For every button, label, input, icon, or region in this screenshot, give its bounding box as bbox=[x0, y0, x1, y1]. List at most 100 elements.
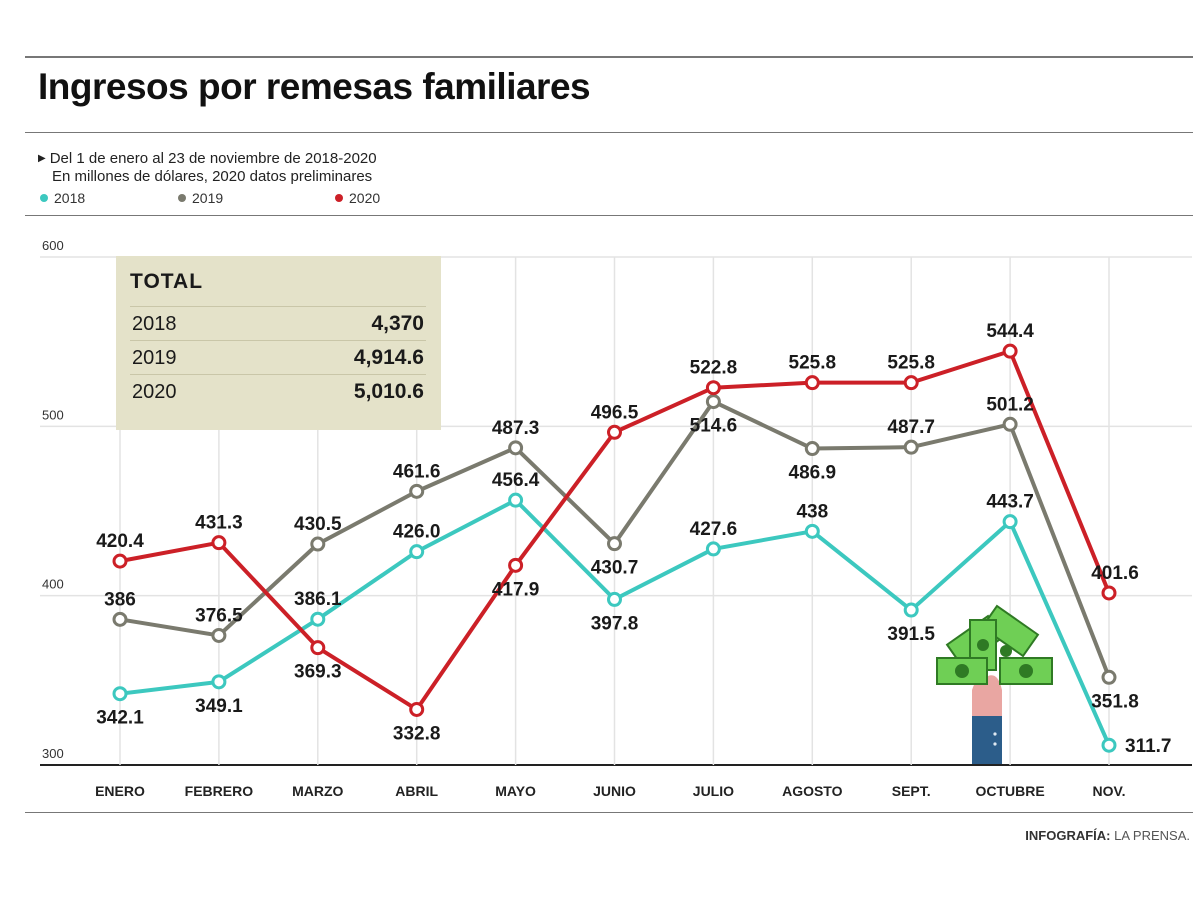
data-label-2020: 369.3 bbox=[294, 662, 342, 683]
data-point-2020 bbox=[310, 640, 326, 656]
credit-bold: INFOGRAFÍA: bbox=[1025, 828, 1111, 843]
data-point-2020 bbox=[1002, 343, 1018, 359]
legend-label: 2020 bbox=[349, 190, 381, 206]
subtitle-line-2: En millones de dólares, 2020 datos preli… bbox=[52, 168, 373, 185]
legend-dot-icon bbox=[335, 194, 343, 202]
legend-item-2020: 2020 bbox=[335, 190, 380, 206]
legend-item-2018: 2018 bbox=[40, 190, 85, 206]
chart-title: Ingresos por remesas familiares bbox=[38, 66, 591, 107]
data-label-2020: 525.8 bbox=[789, 353, 837, 374]
data-point-2018 bbox=[409, 544, 425, 560]
data-label-2019: 486.9 bbox=[789, 463, 837, 484]
data-label-2020: 431.3 bbox=[195, 513, 243, 534]
data-label-2019: 376.5 bbox=[195, 605, 243, 626]
hand-shape bbox=[972, 675, 1002, 716]
x-tick-label: ABRIL bbox=[395, 783, 438, 799]
y-tick-label: 400 bbox=[42, 577, 64, 592]
sleeve-shape bbox=[972, 716, 1002, 764]
data-label-2019: 430.7 bbox=[591, 558, 639, 579]
banknotes-icon bbox=[936, 604, 1053, 685]
total-heading: TOTAL bbox=[130, 270, 204, 293]
total-row: 2020 5,010.6 bbox=[130, 374, 426, 409]
data-label-2018: 349.1 bbox=[195, 696, 243, 717]
data-point-2018 bbox=[705, 541, 721, 557]
data-point-2020 bbox=[112, 553, 128, 569]
data-label-2020: 544.4 bbox=[986, 321, 1034, 342]
data-point-2018 bbox=[508, 492, 524, 508]
x-tick-label: JULIO bbox=[693, 783, 734, 799]
data-point-2018 bbox=[211, 674, 227, 690]
x-tick-label: MARZO bbox=[292, 783, 343, 799]
data-label-2019: 501.2 bbox=[986, 394, 1034, 415]
x-tick-label: SEPT. bbox=[892, 783, 931, 799]
data-label-2019: 386 bbox=[104, 589, 136, 610]
data-label-2020: 525.8 bbox=[887, 353, 935, 374]
data-point-2019 bbox=[804, 441, 820, 457]
total-value: 5,010.6 bbox=[353, 380, 424, 403]
legend-rule bbox=[25, 215, 1193, 216]
data-point-2020 bbox=[705, 380, 721, 396]
data-label-2020: 420.4 bbox=[96, 531, 144, 552]
subtitle-text-1: Del 1 de enero al 23 de noviembre de 201… bbox=[49, 150, 377, 167]
data-point-2018 bbox=[1101, 737, 1117, 753]
data-label-2019: 430.5 bbox=[294, 514, 342, 535]
data-label-2018: 342.1 bbox=[96, 708, 144, 729]
data-label-2020: 332.8 bbox=[393, 723, 441, 744]
total-box: TOTAL 2018 4,370 2019 4,914.6 2020 5,010… bbox=[116, 256, 441, 430]
data-label-2018: 438 bbox=[796, 501, 828, 522]
total-row: 2019 4,914.6 bbox=[130, 340, 426, 375]
data-point-2020 bbox=[903, 375, 919, 391]
data-label-2019: 487.3 bbox=[492, 418, 540, 439]
total-row: 2018 4,370 bbox=[130, 306, 426, 341]
data-label-2020: 496.5 bbox=[591, 402, 639, 423]
title-rule bbox=[25, 132, 1193, 133]
data-point-2018 bbox=[1002, 514, 1018, 530]
money-hand-illustration bbox=[936, 604, 1053, 764]
data-label-2019: 487.7 bbox=[887, 417, 935, 438]
data-label-2018: 397.8 bbox=[591, 613, 639, 634]
credit-source: LA PRENSA. bbox=[1114, 828, 1190, 843]
total-year: 2020 bbox=[132, 381, 177, 403]
legend-dot-icon bbox=[178, 194, 186, 202]
data-point-2018 bbox=[310, 611, 326, 627]
data-point-2019 bbox=[607, 536, 622, 552]
x-tick-label: NOV. bbox=[1093, 783, 1126, 799]
x-tick-label: MAYO bbox=[495, 783, 536, 799]
data-label-2018: 311.7 bbox=[1125, 736, 1172, 757]
total-value: 4,370 bbox=[371, 312, 424, 335]
sleeve-button-shape bbox=[993, 742, 997, 746]
bottom-rule bbox=[25, 812, 1193, 813]
bullet-triangle-icon: ▶ bbox=[38, 153, 46, 164]
data-point-2019 bbox=[1101, 669, 1117, 685]
y-tick-label: 300 bbox=[42, 746, 64, 761]
x-tick-label: JUNIO bbox=[593, 783, 636, 799]
data-label-2019: 514.6 bbox=[690, 416, 738, 437]
x-tick-label: OCTUBRE bbox=[975, 783, 1044, 799]
data-point-2019 bbox=[112, 611, 128, 627]
data-label-2019: 461.6 bbox=[393, 461, 441, 482]
total-value: 4,914.6 bbox=[353, 346, 424, 369]
total-year: 2019 bbox=[132, 347, 177, 369]
data-point-2018 bbox=[607, 591, 622, 607]
data-point-2020 bbox=[1101, 585, 1117, 601]
data-point-2020 bbox=[409, 701, 425, 717]
data-point-2020 bbox=[211, 535, 227, 551]
data-point-2020 bbox=[804, 375, 820, 391]
data-point-2019 bbox=[310, 536, 326, 552]
data-point-2020 bbox=[607, 424, 622, 440]
legend-item-2019: 2019 bbox=[178, 190, 223, 206]
x-tick-label: AGOSTO bbox=[782, 783, 843, 799]
y-tick-label: 600 bbox=[42, 238, 64, 253]
data-point-2019 bbox=[903, 439, 919, 455]
data-label-2018: 443.7 bbox=[986, 492, 1034, 513]
credit-line: INFOGRAFÍA: LA PRENSA. bbox=[1025, 828, 1190, 843]
data-label-2020: 522.8 bbox=[690, 358, 738, 379]
data-point-2019 bbox=[508, 440, 524, 456]
data-label-2018: 391.5 bbox=[887, 624, 935, 645]
top-rule bbox=[25, 56, 1193, 58]
data-label-2020: 417.9 bbox=[492, 579, 540, 600]
data-point-2018 bbox=[903, 602, 919, 618]
data-point-2020 bbox=[508, 557, 524, 573]
data-label-2019: 351.8 bbox=[1091, 691, 1139, 712]
